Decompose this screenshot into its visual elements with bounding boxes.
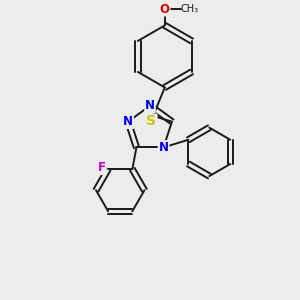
Text: N: N xyxy=(123,115,133,128)
Text: CH₃: CH₃ xyxy=(180,4,198,14)
Text: N: N xyxy=(145,99,155,112)
Text: S: S xyxy=(146,114,157,128)
Text: N: N xyxy=(158,141,169,154)
Text: O: O xyxy=(160,3,170,16)
Text: F: F xyxy=(98,161,106,174)
